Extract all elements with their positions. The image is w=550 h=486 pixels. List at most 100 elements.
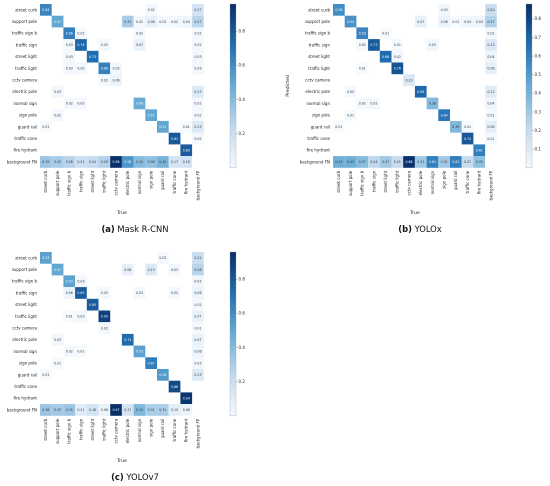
cell-value-label: 0.43 (136, 408, 143, 412)
cell-value-label: 0.06 (194, 291, 201, 295)
cell-value-label: 0.02 (359, 43, 366, 47)
colorbar-segment (526, 139, 532, 144)
row-tick-label: fire hydrant (307, 148, 331, 153)
cell-value-label: 0.56 (335, 8, 342, 12)
column-tick-label: street light (90, 418, 95, 440)
matrix-cell (461, 15, 474, 28)
colorbar-frame (525, 3, 533, 168)
cell-value-label: 0.17 (171, 160, 178, 164)
column-tick-label: fire hydrant (184, 170, 189, 194)
column-tick-label: normal sign (430, 170, 435, 194)
column-tick-label: traffic sign b (67, 418, 72, 444)
cell-value-label: 0.06 (183, 408, 190, 412)
cell-value-label: 0.03 (441, 8, 448, 12)
cell-value-label: 0.03 (429, 43, 436, 47)
colorbar-segment (230, 163, 236, 169)
colorbar-tick-label: 0.4 (239, 97, 246, 102)
colorbar-tick-label: 0.6 (239, 63, 246, 68)
matrix-cell (426, 97, 439, 110)
matrix-cell (63, 50, 76, 63)
row-tick-label: guard rail (18, 124, 37, 129)
colorbar-tick-label: 0.2 (239, 379, 246, 384)
colorbar-segment (230, 407, 236, 413)
colorbar-segment (230, 106, 236, 111)
cell-value-label: 0.01 (66, 315, 73, 319)
matrix-cell (426, 156, 439, 168)
column-tick-label: traffic cone (172, 170, 177, 193)
matrix-cell (51, 263, 64, 276)
cell-value-label: 0.45 (159, 160, 166, 164)
cell-value-label: 0.06 (194, 350, 201, 354)
cell-value-label: 0.06 (441, 20, 448, 24)
cell-value-label: 0.10 (171, 408, 178, 412)
cell-value-label: 0.35 (476, 160, 483, 164)
matrix-cell (356, 39, 369, 51)
row-tick-label: street curb (308, 7, 330, 12)
column-tick-label: traffic light (395, 170, 400, 192)
matrix-cell (63, 345, 76, 358)
column-tick-label: cctv camera (113, 418, 118, 443)
matrix-cell (75, 345, 87, 358)
matrix-cell (63, 39, 76, 51)
cell-value-label: 0.61 (476, 148, 483, 152)
matrix-cell (121, 156, 134, 168)
matrix-cell (110, 62, 122, 75)
colorbar-tick-label: 0.1 (535, 146, 542, 151)
cell-value-label: 0.33 (54, 408, 61, 412)
matrix-cell (192, 50, 204, 63)
matrix-cell (438, 15, 450, 28)
colorbar-segment (230, 102, 236, 107)
matrix-cell (40, 404, 52, 416)
cell-value-label: 0.96 (112, 160, 119, 164)
matrix-cell (86, 50, 99, 63)
colorbar-segment (526, 8, 532, 13)
colorbar-segment (230, 284, 236, 290)
colorbar-segment (230, 280, 236, 286)
column-tick-label: sign pole (149, 170, 154, 189)
row-tick-label: normal sign (13, 101, 37, 106)
matrix-cell (121, 15, 134, 28)
colorbar-segment (526, 122, 532, 128)
matrix-cell (75, 287, 87, 299)
cell-value-label: 0.13 (194, 90, 201, 94)
matrix-cell (403, 74, 415, 86)
row-tick-label: support pole (12, 267, 38, 272)
colorbar-segment (526, 73, 532, 79)
row-tick-label: support pole (305, 19, 331, 24)
cell-value-label: 0.27 (194, 20, 201, 24)
colorbar-segment (230, 366, 236, 372)
column-tick-label: traffic cone (465, 170, 470, 193)
matrix-cell (168, 132, 181, 145)
column-tick-label: guard rail (453, 171, 458, 190)
cell-value-label: 0.03 (194, 279, 201, 283)
matrix-cell (51, 156, 64, 168)
row-tick-label: traffic cone (14, 384, 37, 389)
cell-value-label: 0.74 (464, 137, 471, 141)
matrix-cell (51, 404, 64, 416)
colorbar-segment (526, 12, 532, 17)
matrix-cell (485, 15, 497, 28)
colorbar-segment (230, 256, 236, 261)
cell-value-label: 0.31 (417, 160, 424, 164)
panel-caption: (c) YOLOv7 (111, 472, 159, 482)
cell-value-label: 0.03 (136, 291, 143, 295)
colorbar-tick-label: 0.6 (535, 53, 542, 58)
cell-value-label: 0.01 (487, 113, 494, 117)
cell-value-label: 0.02 (487, 31, 494, 35)
cell-value-label: 0.03 (54, 338, 61, 342)
row-tick-label: traffic light (15, 66, 37, 71)
colorbar-segment (526, 89, 532, 95)
row-tick-label: traffic sign (16, 42, 38, 47)
column-tick-label: electric pole (418, 170, 423, 195)
colorbar-segment (230, 358, 236, 363)
cell-value-label: 0.04 (487, 55, 494, 59)
colorbar-segment (230, 77, 236, 83)
matrix-cell (133, 345, 146, 358)
matrix-cell (192, 15, 204, 28)
colorbar-segment (230, 391, 236, 396)
row-tick-label: traffic light (15, 314, 37, 319)
cell-value-label: 0.28 (66, 160, 73, 164)
matrix-cell (133, 404, 146, 416)
matrix-cell (344, 85, 357, 98)
colorbar-segment (230, 139, 236, 144)
